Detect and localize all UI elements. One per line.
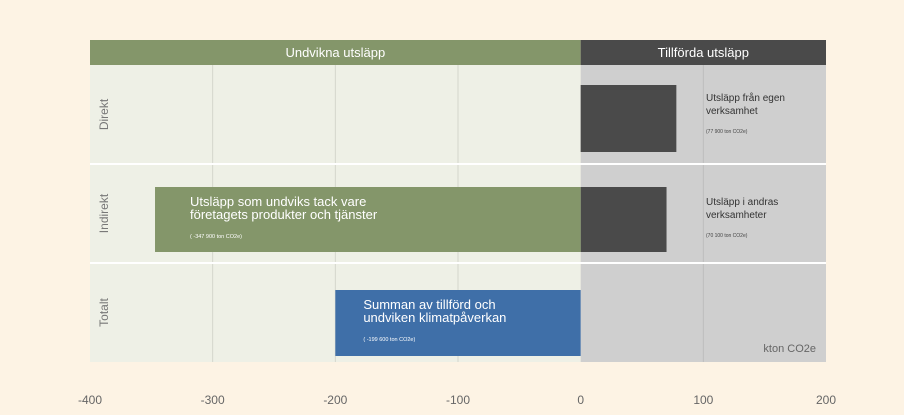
header-added — [580, 40, 826, 65]
x-tick-label: 0 — [577, 393, 584, 407]
bar-indirekt-2 — [155, 187, 581, 252]
bar-sublabel: ( -199 600 ton CO2e) — [363, 337, 415, 343]
bar-sublabel: ( -347 900 ton CO2e) — [190, 234, 242, 240]
bar-totalt-3 — [335, 290, 581, 356]
bar-label: företagets produkter och tjänster — [190, 207, 378, 222]
x-tick-label: -400 — [78, 393, 102, 407]
unit-label: kton CO2e — [763, 343, 816, 355]
bar-label: undviken klimatpåverkan — [363, 310, 506, 325]
annotation-label: Utsläpp i andras — [706, 197, 778, 208]
bar-label: Summan av tillförd och — [363, 297, 495, 312]
x-tick-label: 100 — [693, 393, 713, 407]
row-label-direkt: Direkt — [97, 98, 111, 130]
header-avoided — [90, 40, 581, 65]
bar-indirekt-1 — [580, 187, 667, 252]
annotation-label: verksamhet — [706, 106, 758, 117]
annotation-sublabel: (77 900 ton CO2e) — [706, 129, 748, 135]
annotation-sublabel: (70 100 ton CO2e) — [706, 233, 748, 239]
x-tick-label: -200 — [323, 393, 347, 407]
row-label-indirekt: Indirekt — [97, 193, 111, 233]
x-tick-label: -300 — [201, 393, 225, 407]
x-tick-label: 200 — [816, 393, 836, 407]
header-added-label: Tillförda utsläpp — [658, 45, 749, 60]
annotation-label: verksamheter — [706, 210, 767, 221]
x-tick-label: -100 — [446, 393, 470, 407]
annotation-label: Utsläpp från egen — [706, 92, 785, 104]
bar-label: Utsläpp som undviks tack vare — [190, 194, 366, 209]
row-label-totalt: Totalt — [97, 297, 111, 326]
bar-direkt-0 — [580, 85, 677, 152]
header-avoided-label: Undvikna utsläpp — [285, 45, 385, 60]
